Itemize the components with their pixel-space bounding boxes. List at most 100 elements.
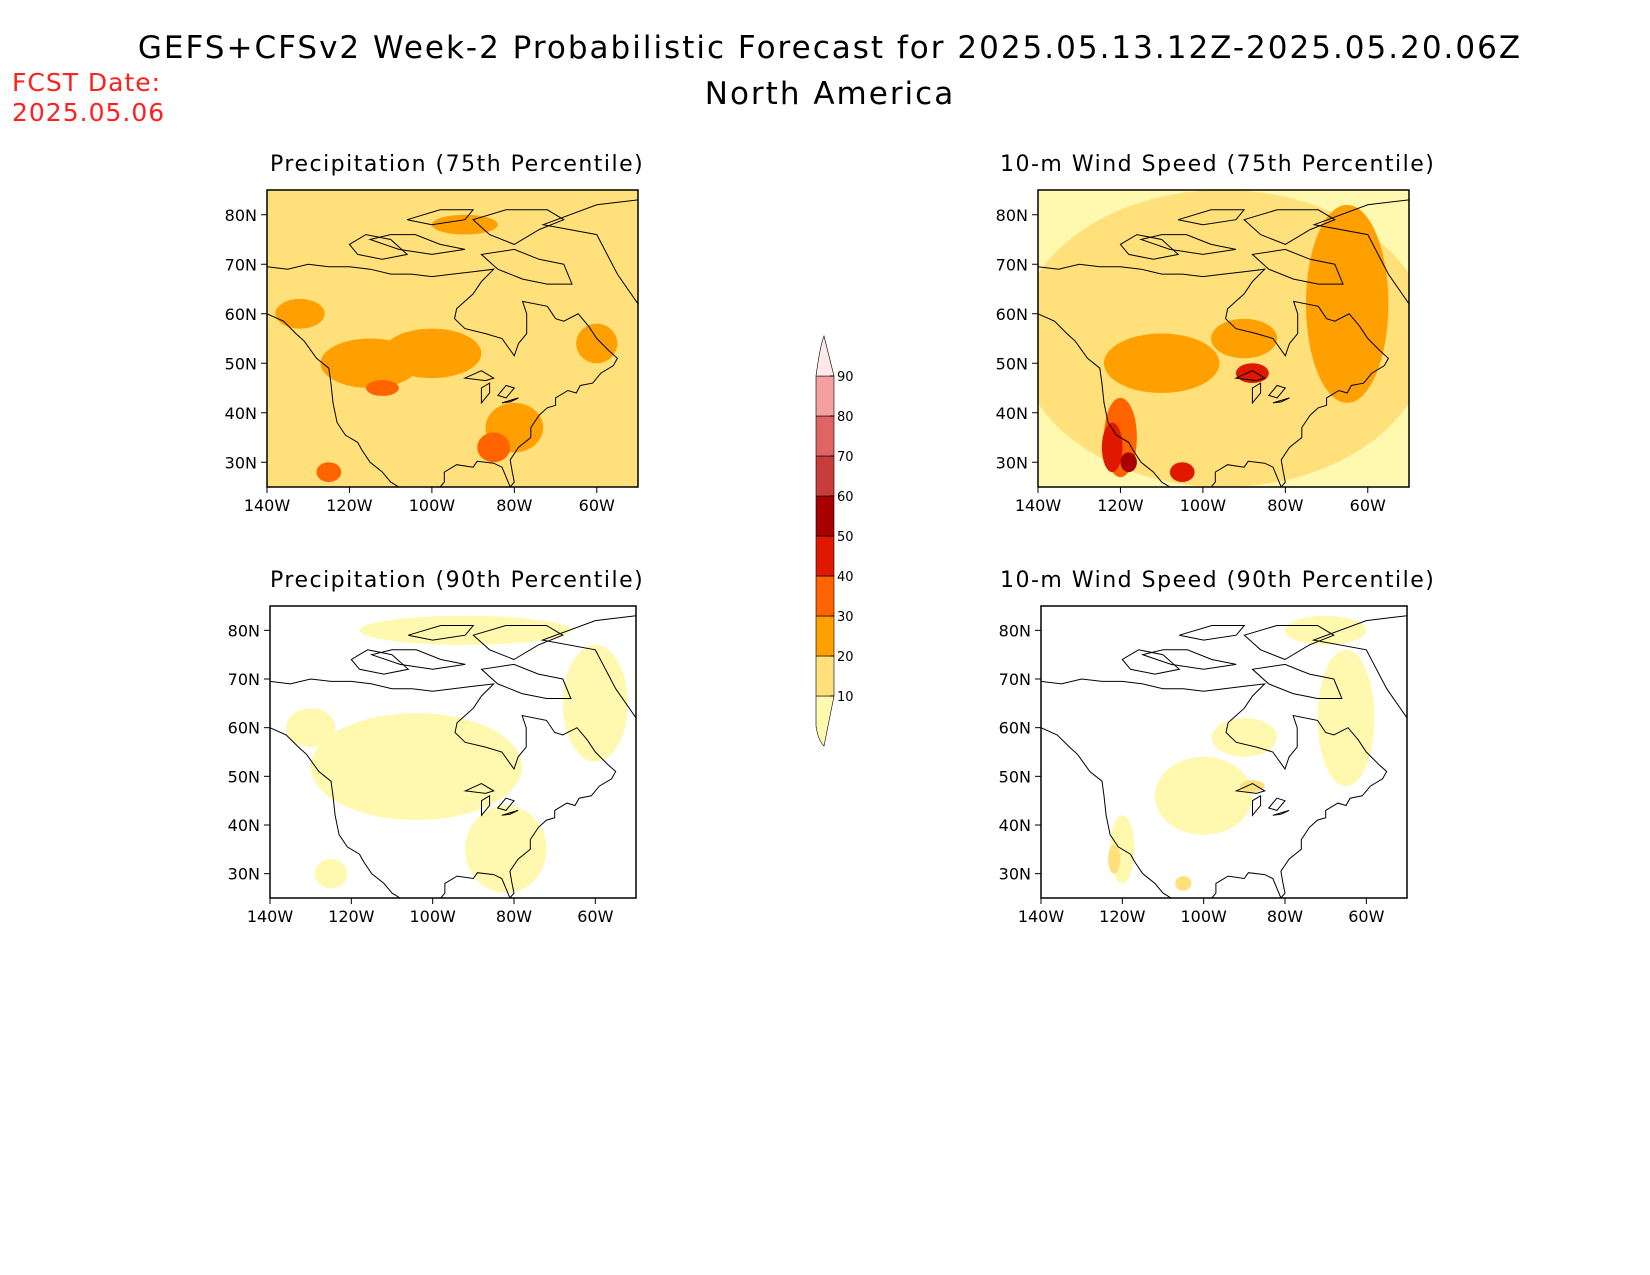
lat-tick-label: 50N bbox=[996, 354, 1028, 373]
map-panel-p1: 30N 40N 50N 60N 70N 80N 140W 120W 100W 80W 60W bbox=[225, 189, 639, 515]
lon-tick-label: 140W bbox=[1018, 907, 1065, 926]
lon-tick-label: 100W bbox=[409, 907, 456, 926]
lat-tick-label: 80N bbox=[225, 206, 257, 225]
colorbar-segment bbox=[815, 615, 835, 657]
probability-shading bbox=[310, 713, 523, 821]
probability-shading bbox=[1169, 462, 1195, 483]
lake-outline bbox=[1234, 370, 1266, 382]
lake-outline bbox=[501, 397, 519, 404]
map-frame bbox=[269, 605, 637, 899]
panel-title-precip-90: Precipitation (90th Percentile) bbox=[270, 568, 645, 593]
probability-shading bbox=[1317, 649, 1375, 787]
lon-tick-label: 100W bbox=[409, 496, 456, 515]
colorbar-segment bbox=[815, 455, 835, 497]
probability-shading bbox=[1120, 452, 1137, 473]
colorbar: 10 20 30 40 50 60 70 80 90 bbox=[815, 335, 854, 747]
probability-shading bbox=[286, 708, 336, 748]
island-outline bbox=[1119, 234, 1180, 260]
island-outline bbox=[348, 234, 409, 260]
lon-tick-label: 120W bbox=[328, 907, 375, 926]
island-outline bbox=[1312, 199, 1409, 305]
fcst-date-value: 2025.05.06 bbox=[12, 98, 166, 127]
lat-tick-label: 30N bbox=[996, 453, 1028, 472]
lat-tick-label: 40N bbox=[996, 404, 1028, 423]
colorbar-segment bbox=[815, 335, 835, 377]
lake-outline bbox=[1252, 794, 1262, 817]
coastline bbox=[1038, 263, 1390, 487]
lon-tick-label: 140W bbox=[244, 496, 291, 515]
lake-outline bbox=[501, 809, 519, 816]
colorbar-label: 60 bbox=[837, 490, 854, 505]
panel-title-wind-90: 10-m Wind Speed (90th Percentile) bbox=[1000, 568, 1436, 593]
probability-shading bbox=[1235, 363, 1269, 384]
lake-outline bbox=[496, 384, 516, 399]
colorbar-segment bbox=[815, 655, 835, 697]
colorbar-label: 90 bbox=[837, 370, 854, 385]
probability-shading bbox=[576, 323, 618, 364]
island-outline bbox=[407, 209, 475, 226]
map-frame bbox=[1040, 605, 1408, 899]
probability-shading bbox=[1305, 204, 1389, 403]
colorbar-segment bbox=[815, 495, 835, 537]
lat-tick-label: 80N bbox=[999, 621, 1031, 640]
lon-tick-label: 80W bbox=[496, 496, 532, 515]
panel-title-wind-75: 10-m Wind Speed (75th Percentile) bbox=[1000, 152, 1436, 177]
colorbar-segment bbox=[815, 415, 835, 457]
lat-tick-label: 50N bbox=[225, 354, 257, 373]
lake-outline bbox=[1272, 809, 1290, 816]
lat-tick-label: 60N bbox=[225, 305, 257, 324]
map-frame bbox=[1037, 189, 1410, 488]
probability-shading bbox=[1103, 333, 1220, 393]
lon-tick-label: 120W bbox=[1097, 496, 1144, 515]
lat-tick-label: 50N bbox=[228, 767, 260, 786]
lon-tick-label: 60W bbox=[1350, 496, 1386, 515]
island-outline bbox=[1251, 663, 1343, 699]
lat-tick-label: 30N bbox=[225, 453, 257, 472]
island-outline bbox=[408, 625, 475, 641]
lat-tick-label: 60N bbox=[996, 305, 1028, 324]
probability-shading bbox=[431, 214, 498, 235]
probability-shading bbox=[477, 432, 511, 463]
colorbar-label: 70 bbox=[837, 450, 854, 465]
probability-shading bbox=[275, 298, 325, 329]
lon-tick-label: 80W bbox=[1267, 907, 1303, 926]
lon-tick-label: 60W bbox=[579, 496, 615, 515]
lat-tick-label: 80N bbox=[996, 206, 1028, 225]
colorbar-label: 50 bbox=[837, 530, 854, 545]
panel-title-precip-75: Precipitation (75th Percentile) bbox=[270, 152, 645, 177]
island-outline bbox=[1121, 649, 1181, 675]
probability-shading bbox=[1211, 717, 1277, 757]
lon-tick-label: 80W bbox=[1267, 496, 1303, 515]
island-outline bbox=[540, 615, 636, 719]
island-outline bbox=[350, 649, 410, 675]
probability-shading bbox=[465, 805, 547, 894]
map-panel-p2: 30N 40N 50N 60N 70N 80N 140W 120W 100W 80W 60W bbox=[996, 189, 1410, 515]
map-frame bbox=[266, 189, 639, 488]
lake-outline bbox=[463, 783, 495, 794]
coastline bbox=[270, 678, 617, 898]
probability-shading bbox=[365, 380, 399, 396]
colorbar-label: 10 bbox=[837, 690, 854, 705]
island-outline bbox=[480, 663, 572, 699]
lat-tick-label: 50N bbox=[999, 767, 1031, 786]
lat-tick-label: 70N bbox=[996, 255, 1028, 274]
fcst-date-label: FCST Date: bbox=[12, 68, 162, 97]
probability-shading bbox=[1101, 422, 1123, 473]
probability-shading bbox=[539, 224, 638, 403]
island-outline bbox=[1311, 615, 1407, 719]
lat-tick-label: 60N bbox=[228, 719, 260, 738]
probability-shading bbox=[562, 644, 628, 762]
lon-tick-label: 120W bbox=[1099, 907, 1146, 926]
region-subtitle: North America bbox=[704, 76, 956, 112]
lon-tick-label: 140W bbox=[247, 907, 294, 926]
lat-tick-label: 30N bbox=[999, 865, 1031, 884]
probability-shading bbox=[359, 615, 571, 645]
lat-tick-label: 80N bbox=[228, 621, 260, 640]
island-outline bbox=[1243, 209, 1336, 245]
island-outline bbox=[1243, 625, 1335, 661]
lon-tick-label: 100W bbox=[1180, 496, 1227, 515]
lake-outline bbox=[1267, 797, 1286, 811]
island-outline bbox=[1178, 209, 1246, 226]
colorbar-label: 30 bbox=[837, 610, 854, 625]
